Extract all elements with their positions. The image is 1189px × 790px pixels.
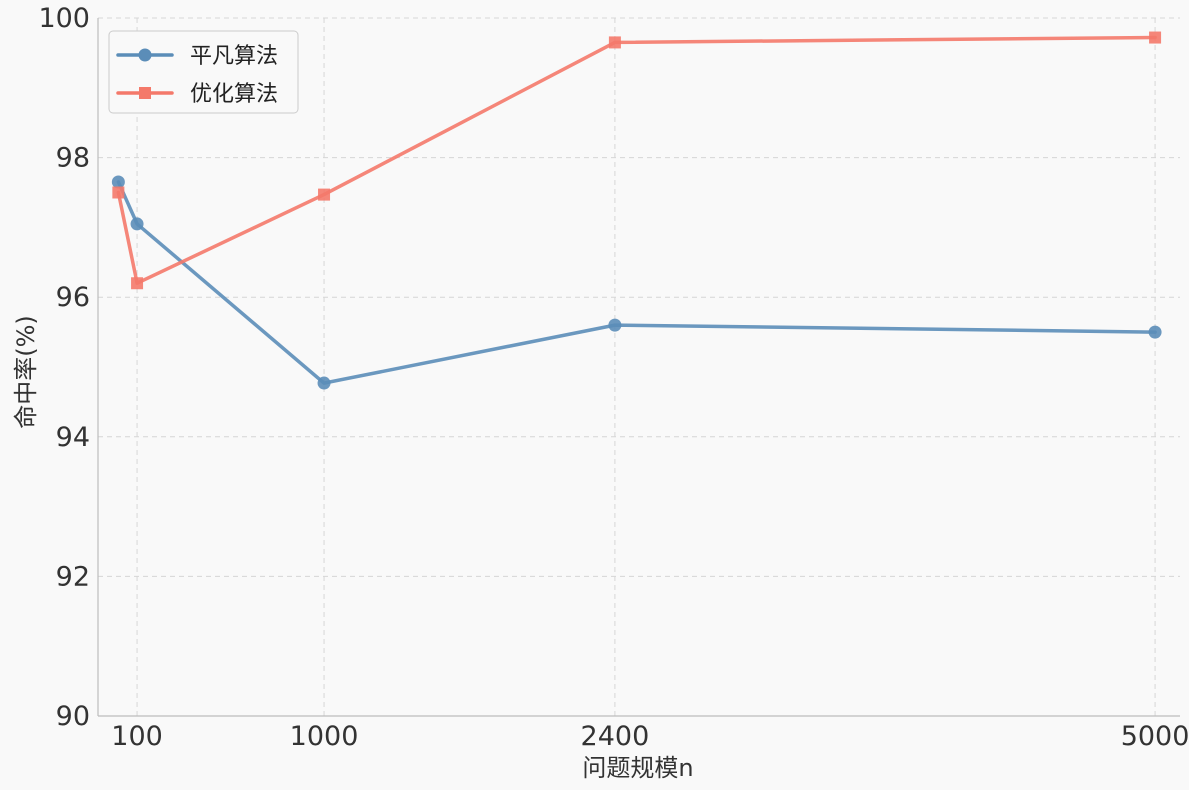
data-point-优化算法-10 — [112, 186, 125, 199]
y-tick-label: 96 — [56, 282, 90, 313]
x-tick-label: 100 — [111, 721, 163, 752]
x-tick-label: 2400 — [581, 721, 650, 752]
data-point-平凡算法-100 — [130, 217, 144, 231]
legend: 平凡算法 优化算法 — [108, 30, 299, 114]
y-tick-label: 90 — [56, 701, 90, 732]
x-axis-title: 问题规模n — [582, 754, 693, 782]
x-tick-label: 5000 — [1121, 721, 1189, 752]
data-point-优化算法-2400 — [608, 36, 621, 49]
x-tick-label: 1000 — [290, 721, 359, 752]
axes — [97, 18, 1180, 717]
legend-label-1: 优化算法 — [190, 82, 278, 107]
data-point-平凡算法-2400 — [608, 318, 622, 332]
legend-marker-circle — [138, 48, 152, 62]
y-tick-label: 94 — [56, 422, 90, 453]
data-point-优化算法-5000 — [1149, 31, 1162, 44]
y-tick-label: 100 — [38, 3, 90, 34]
legend-marker-square — [139, 87, 151, 99]
data-point-平凡算法-10 — [111, 175, 125, 189]
data-point-平凡算法-1000 — [317, 376, 331, 390]
legend-label-0: 平凡算法 — [190, 44, 278, 69]
y-tick-label: 92 — [56, 561, 90, 592]
tick-labels: 90 92 94 96 98 100 100 1000 2400 5000 — [38, 3, 1189, 752]
y-axis-title: 命中率(%) — [12, 315, 40, 429]
data-point-优化算法-1000 — [318, 188, 331, 201]
data-point-优化算法-100 — [131, 277, 144, 290]
series — [111, 31, 1162, 390]
data-point-平凡算法-5000 — [1148, 325, 1162, 339]
series-line-平凡算法 — [116, 180, 1157, 385]
y-tick-label: 98 — [56, 143, 90, 174]
grid — [98, 17, 1180, 716]
